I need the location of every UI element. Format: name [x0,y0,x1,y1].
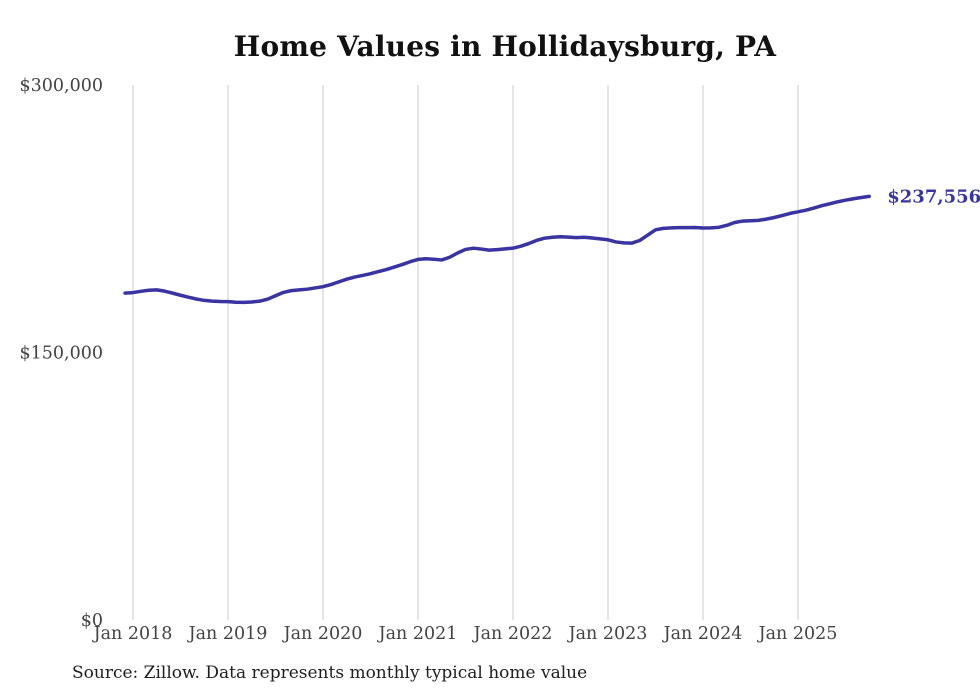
home-value-line [123,194,871,305]
x-tick-label: Jan 2021 [377,624,458,644]
x-tick-label: Jan 2019 [187,624,268,644]
x-tick-label: Jan 2020 [282,624,363,644]
y-tick-label: $150,000 [19,344,103,364]
y-tick-label: $300,000 [19,76,103,96]
x-tick-label: Jan 2018 [92,624,173,644]
current-value-label: $237,556 [887,186,980,207]
x-tick-label: Jan 2024 [662,624,743,644]
x-tick-label: Jan 2023 [567,624,648,644]
chart-title: Home Values in Hollidaysburg, PA [233,30,777,63]
x-tick-label: Jan 2022 [472,624,553,644]
y-tick-label: $0 [81,611,103,631]
source-note: Source: Zillow. Data represents monthly … [72,663,588,683]
x-tick-label: Jan 2025 [757,624,838,644]
